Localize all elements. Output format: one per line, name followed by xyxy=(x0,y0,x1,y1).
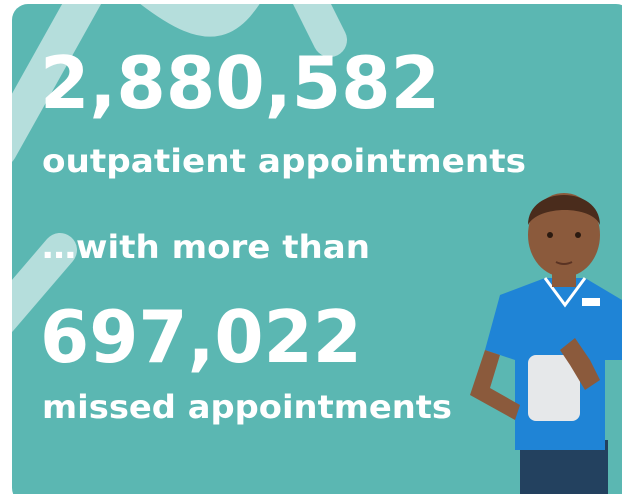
badge xyxy=(582,298,600,306)
watermark-stroke xyxy=(150,0,255,20)
infographic: 2,880,582 outpatient appointments …with … xyxy=(0,0,622,494)
page: 2,880,582 outpatient appointments …with … xyxy=(0,0,622,494)
eye xyxy=(547,232,553,238)
secondary-label: missed appointments xyxy=(42,388,452,426)
eye xyxy=(575,232,581,238)
connector-text: …with more than xyxy=(42,228,370,266)
headline-label: outpatient appointments xyxy=(42,142,526,180)
secondary-number: 697,022 xyxy=(40,295,362,379)
headline-number: 2,880,582 xyxy=(40,41,440,125)
